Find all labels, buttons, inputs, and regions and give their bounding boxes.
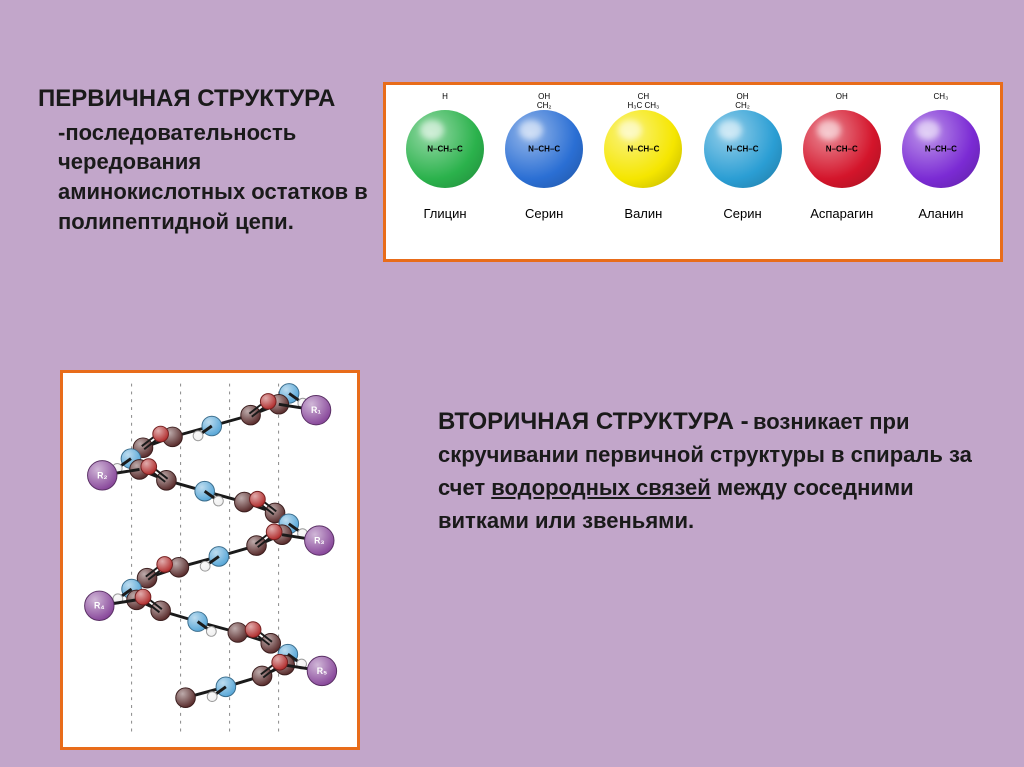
svg-text:R₂: R₂ (97, 470, 107, 480)
amino-acid-name: Серин (495, 206, 593, 221)
primary-structure-diagram: N–CH₂–CHГлицинN–CH–COHCH₂СеринN–CH–CCHH₃… (383, 82, 1003, 262)
backbone-label: N–CH–C (727, 145, 759, 154)
amino-acid-name: Валин (594, 206, 692, 221)
amino-acid-1: N–CH–COHCH₂ Серин (495, 110, 593, 221)
sidechain-label: CHH₃C CH₃ (627, 92, 659, 110)
amino-acid-0: N–CH₂–CH Глицин (396, 110, 494, 221)
sidechain-label: OHCH₂ (537, 92, 552, 110)
backbone-label: N–CH–C (627, 145, 659, 154)
backbone-label: N–CH–C (826, 145, 858, 154)
secondary-structure-text: ВТОРИЧНАЯ СТРУКТУРА - возникает при скру… (420, 405, 980, 537)
backbone-label: N–CH–C (925, 145, 957, 154)
amino-acid-2: N–CH–CCHH₃C CH₃ Валин (594, 110, 692, 221)
backbone-label: N–CH₂–C (427, 145, 463, 154)
amino-acid-name: Глицин (396, 206, 494, 221)
amino-sphere: N–CH–CCH₃ (902, 110, 980, 188)
amino-acid-5: N–CH–CCH₃ Аланин (892, 110, 990, 221)
primary-desc: -последовательность чередования аминокис… (38, 118, 368, 237)
amino-acid-row: N–CH₂–CHГлицинN–CH–COHCH₂СеринN–CH–CCHH₃… (396, 110, 990, 221)
svg-text:R₅: R₅ (317, 666, 327, 676)
primary-structure-text: ПЕРВИЧНАЯ СТРУКТУРА -последовательность … (38, 85, 368, 237)
amino-acid-3: N–CH–COHCH₂ Серин (694, 110, 792, 221)
svg-text:R₁: R₁ (311, 405, 321, 415)
amino-acid-4: N–CH–COH Аспарагин (793, 110, 891, 221)
sidechain-label: OHCH₂ (735, 92, 750, 110)
amino-sphere: N–CH–COHCH₂ (505, 110, 583, 188)
sidechain-label: CH₃ (934, 92, 949, 101)
sidechain-label: H (442, 92, 448, 101)
amino-acid-name: Аланин (892, 206, 990, 221)
amino-sphere: N–CH–COHCH₂ (704, 110, 782, 188)
amino-sphere: N–CH–COH (803, 110, 881, 188)
sidechain-label: OH (836, 92, 848, 101)
amino-acid-name: Аспарагин (793, 206, 891, 221)
amino-sphere: N–CH–CCHH₃C CH₃ (604, 110, 682, 188)
secondary-structure-diagram: R₁ R₂ R₃ R₄ R₅ (60, 370, 360, 750)
secondary-desc-underlined: водородных связей (491, 475, 710, 500)
amino-sphere: N–CH₂–CH (406, 110, 484, 188)
svg-text:R₄: R₄ (94, 601, 105, 611)
secondary-title: ВТОРИЧНАЯ СТРУКТУРА - (438, 408, 749, 435)
amino-acid-name: Серин (694, 206, 792, 221)
svg-text:R₃: R₃ (314, 535, 324, 545)
primary-title: ПЕРВИЧНАЯ СТРУКТУРА (38, 85, 368, 114)
backbone-label: N–CH–C (528, 145, 560, 154)
